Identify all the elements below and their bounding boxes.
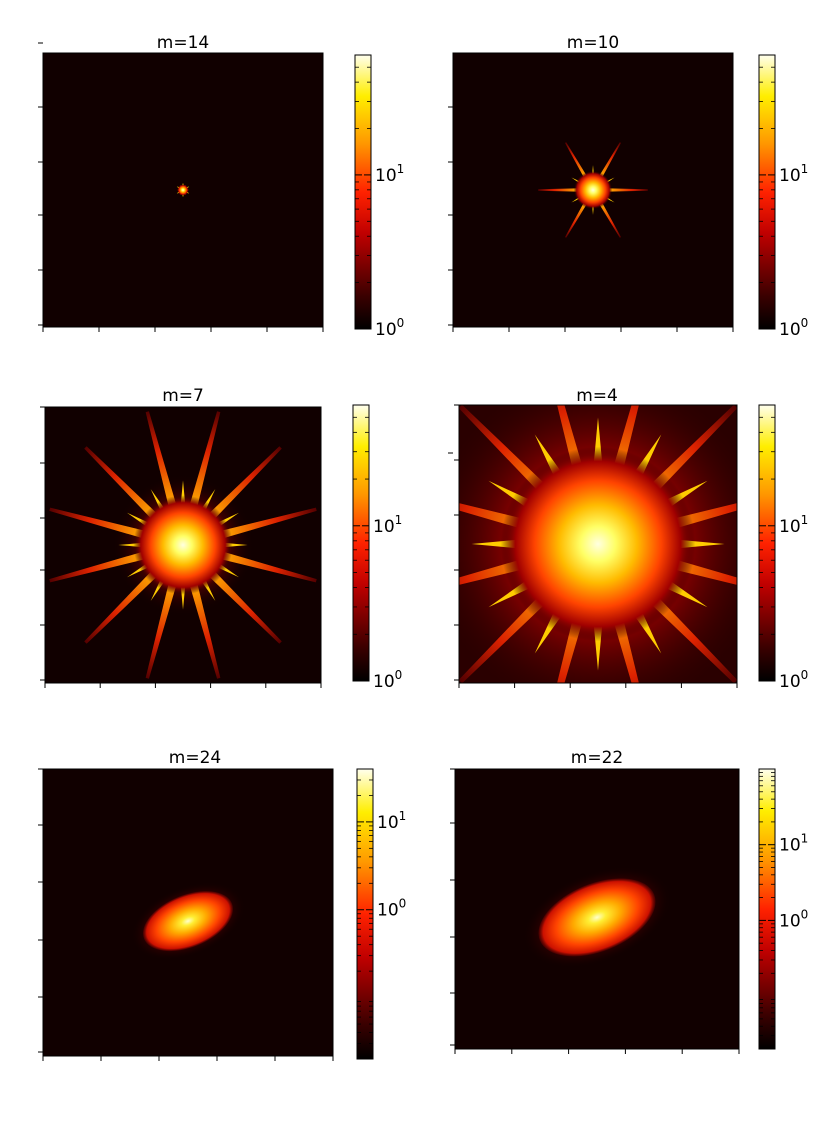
panel-title: m=24 (169, 748, 221, 768)
colorbar (758, 404, 776, 682)
colorbar-tick-label: 101 (779, 513, 808, 537)
colorbar-tick-label: 101 (779, 832, 808, 856)
panel-5: m=24 101 100 (38, 748, 406, 1061)
heatmap-pattern (131, 882, 245, 960)
star-core (500, 446, 696, 642)
colorbar (352, 404, 370, 682)
panel-6: m=22 101 100 (450, 748, 808, 1054)
panel-title: m=14 (157, 33, 209, 53)
star-core (177, 184, 189, 196)
colorbar-tick-label: 101 (373, 513, 402, 537)
colorbar (758, 768, 776, 1050)
colorbar-tick-label: 100 (779, 668, 808, 692)
panel-2: m=10 101 100 (448, 33, 808, 454)
panel-3: m=7 101 100 (40, 386, 402, 692)
ellipse-blob (538, 878, 656, 957)
colorbar-tick-label: 101 (375, 162, 404, 186)
colorbar-tick-label: 100 (779, 907, 808, 931)
ellipse-blob (143, 891, 233, 952)
colorbar-tick-label: 100 (373, 668, 402, 692)
star-core (573, 170, 613, 210)
panel-1: m=14 101 100 (38, 33, 404, 340)
panel-title: m=22 (571, 748, 623, 768)
panel-title: m=10 (567, 33, 619, 53)
colorbar (354, 54, 372, 330)
heatmap-pattern (176, 182, 190, 198)
heatmap-pattern (523, 867, 671, 968)
heatmap-pattern (49, 411, 317, 679)
colorbar-tick-label: 101 (377, 809, 406, 833)
colorbar-tick-label: 100 (375, 316, 404, 340)
colorbar (758, 54, 776, 330)
heatmap-pattern (538, 142, 648, 238)
panel-title: m=4 (576, 386, 618, 406)
heatmap-pattern (459, 405, 737, 683)
colorbar-tick-label: 101 (779, 162, 808, 186)
colorbar-tick-label: 100 (779, 316, 808, 340)
panel-title: m=7 (162, 386, 204, 406)
colorbar-tick-label: 100 (377, 897, 406, 921)
star-core (133, 495, 233, 595)
panel-4: m=4 101 100 (454, 386, 808, 692)
